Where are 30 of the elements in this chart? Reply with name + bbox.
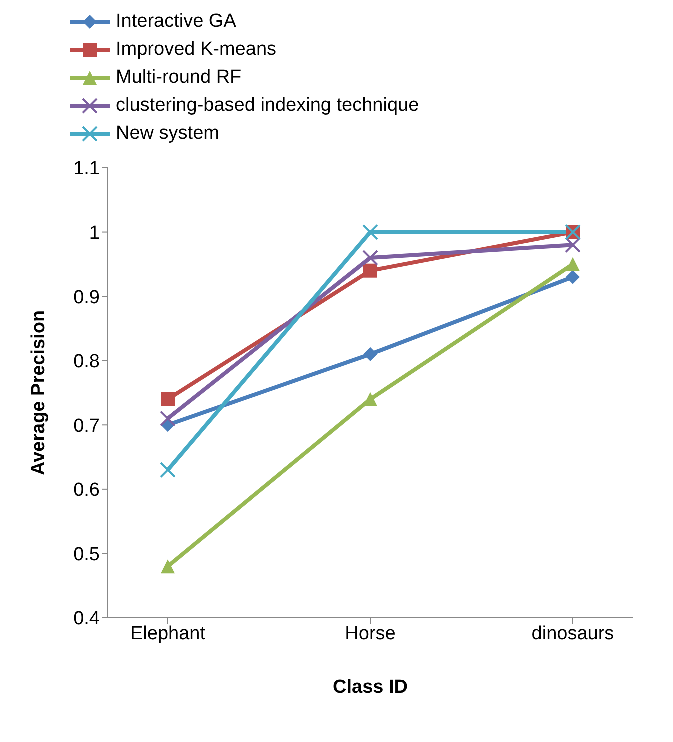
point xyxy=(364,347,378,362)
legend-label: Improved K-means xyxy=(116,39,277,61)
y-tick-label: 0.5 xyxy=(74,544,100,566)
point xyxy=(566,257,580,272)
legend-label: Multi-round RF xyxy=(116,67,242,89)
y-tick-label: 1 xyxy=(89,223,100,244)
point xyxy=(364,392,378,406)
legend-label: New system xyxy=(116,123,220,145)
legend-label: Interactive GA xyxy=(116,11,236,33)
y-tick-label: 1.1 xyxy=(74,158,100,180)
x-tick-label: Elephant xyxy=(130,623,206,644)
y-tick-label: 0.4 xyxy=(74,608,100,630)
point xyxy=(160,462,176,478)
point xyxy=(566,270,580,284)
y-tick-label: 0.9 xyxy=(74,287,100,308)
y-axis-title: Average Precision xyxy=(28,310,50,476)
point xyxy=(161,560,175,574)
point xyxy=(362,250,378,266)
point xyxy=(565,237,581,254)
point xyxy=(161,392,175,406)
legend-label: clustering-based indexing technique xyxy=(116,95,420,117)
x-axis-title: Class ID xyxy=(333,677,408,698)
point xyxy=(362,224,378,240)
y-tick-label: 0.8 xyxy=(74,352,100,373)
x-tick-label: Horse xyxy=(345,623,396,644)
point xyxy=(160,410,176,427)
y-tick-label: 0.6 xyxy=(74,480,100,502)
y-tick-label: 0.7 xyxy=(74,416,100,437)
x-tick-label: dinosaurs xyxy=(532,623,614,644)
point xyxy=(364,264,378,278)
